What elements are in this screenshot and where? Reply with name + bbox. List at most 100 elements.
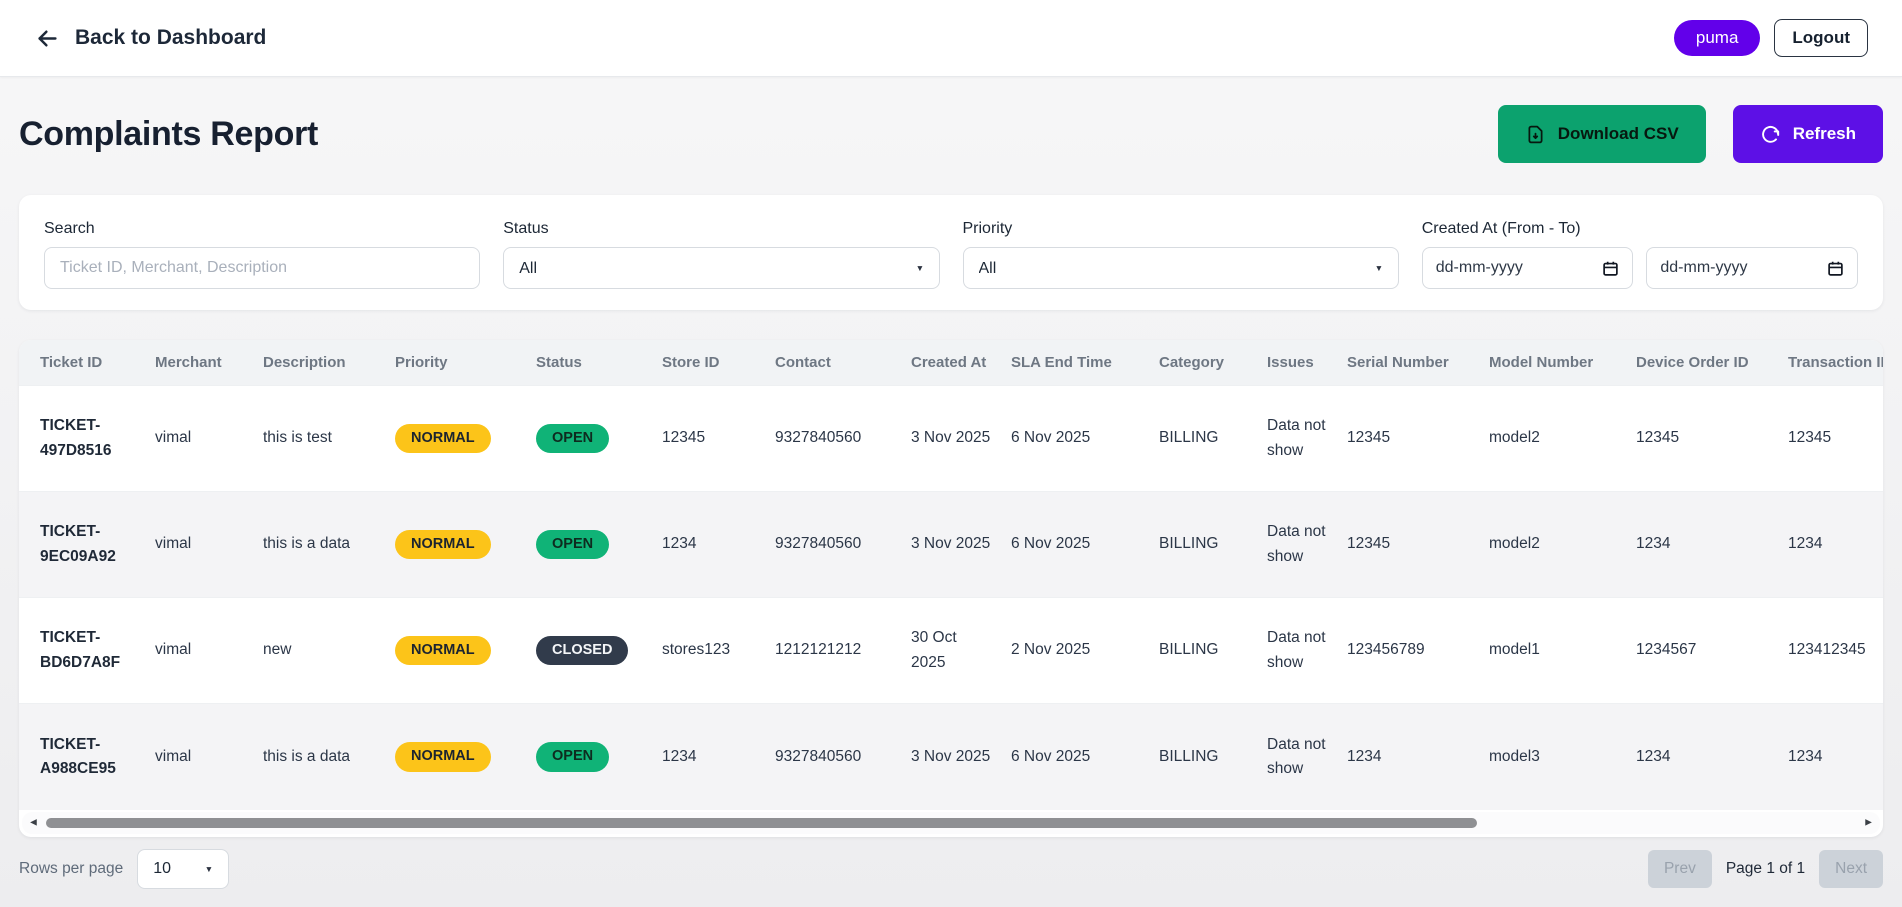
cell-category: BILLING: [1159, 429, 1219, 447]
cell-ticket-id: TICKET-9EC09A92: [40, 523, 116, 565]
cell-description: this is a data: [263, 747, 351, 765]
cell-device-order-id: 1234: [1636, 535, 1671, 553]
cell-description: this is a data: [263, 535, 351, 553]
horizontal-scrollbar[interactable]: ◄ ►: [22, 811, 1880, 834]
filter-status: Status All: [503, 220, 940, 289]
cell-priority: NORMAL: [385, 386, 526, 492]
cell-created-at: 3 Nov 2025: [911, 429, 991, 447]
date-from-input[interactable]: dd-mm-yyyy: [1421, 247, 1634, 289]
status-select[interactable]: All: [503, 247, 940, 289]
status-badge: OPEN: [536, 423, 610, 454]
priority-select-wrap: All: [962, 247, 1399, 289]
cell-transaction-id: 1234: [1788, 747, 1823, 765]
cell-contact: 9327840560: [775, 429, 862, 447]
logout-button[interactable]: Logout: [1774, 19, 1868, 57]
date-to-input[interactable]: dd-mm-yyyy: [1646, 247, 1858, 289]
status-badge: OPEN: [536, 529, 610, 560]
cell-category: BILLING: [1159, 747, 1219, 765]
calendar-icon[interactable]: [1827, 260, 1844, 277]
status-badge: CLOSED: [536, 635, 629, 666]
cell-category: BILLING: [1159, 535, 1219, 553]
column-header: Status: [526, 340, 652, 386]
cell-store-id: 1234: [662, 747, 697, 765]
cell-status: OPEN: [526, 386, 652, 492]
status-label: Status: [503, 220, 549, 237]
column-header: Created At: [901, 340, 1001, 386]
priority-badge: NORMAL: [395, 529, 491, 560]
cell-transaction-id: 1234: [1788, 535, 1823, 553]
column-header: Transaction ID: [1778, 340, 1883, 386]
search-input[interactable]: [44, 247, 481, 289]
rows-per-page-select-wrap: 10: [137, 848, 230, 889]
cell-priority: NORMAL: [385, 704, 526, 810]
cell-serial-number: 12345: [1347, 535, 1391, 553]
filter-priority: Priority All: [962, 220, 1399, 289]
file-download-icon: [1528, 125, 1543, 143]
column-header: Serial Number: [1337, 340, 1479, 386]
cell-merchant: vimal: [155, 641, 192, 659]
priority-badge: NORMAL: [395, 423, 491, 454]
arrow-left-icon: [38, 30, 57, 46]
cell-category: BILLING: [1159, 641, 1219, 659]
cell-serial-number: 123456789: [1347, 641, 1425, 659]
table-footer: Rows per page 10 Prev Page 1 of 1 Next: [19, 848, 1883, 889]
cell-merchant: vimal: [155, 535, 192, 553]
refresh-button[interactable]: Refresh: [1732, 105, 1883, 163]
cell-issues: Data not show: [1267, 523, 1326, 565]
cell-store-id: 12345: [662, 429, 706, 447]
scroll-right-arrow-icon[interactable]: ►: [1863, 816, 1874, 828]
created-at-label: Created At (From - To): [1421, 220, 1581, 237]
calendar-icon[interactable]: [1602, 260, 1619, 277]
cell-created-at: 3 Nov 2025: [911, 535, 991, 553]
back-link-label: Back to Dashboard: [75, 26, 267, 49]
cell-description: this is test: [263, 429, 332, 447]
next-page-button[interactable]: Next: [1819, 849, 1883, 888]
refresh-icon: [1761, 125, 1779, 143]
cell-issues: Data not show: [1267, 417, 1326, 459]
cell-ticket-id: TICKET-A988CE95: [40, 735, 116, 777]
cell-model-number: model2: [1489, 535, 1540, 553]
cell-issues: Data not show: [1267, 735, 1326, 777]
back-to-dashboard-link[interactable]: Back to Dashboard: [34, 25, 266, 52]
prev-page-button[interactable]: Prev: [1647, 849, 1712, 888]
download-csv-button[interactable]: Download CSV: [1497, 105, 1706, 163]
cell-merchant: vimal: [155, 429, 192, 447]
column-header: Priority: [385, 340, 526, 386]
column-header: Category: [1149, 340, 1257, 386]
refresh-label: Refresh: [1792, 124, 1856, 143]
cell-model-number: model3: [1489, 747, 1540, 765]
cell-store-id: stores123: [662, 641, 731, 659]
priority-badge: NORMAL: [395, 741, 491, 772]
filter-search: Search: [44, 220, 481, 289]
cell-contact: 9327840560: [775, 747, 862, 765]
cell-contact: 9327840560: [775, 535, 862, 553]
column-header: Device Order ID: [1626, 340, 1778, 386]
priority-select[interactable]: All: [962, 247, 1399, 289]
table-row: TICKET-A988CE95 vimal this is a data NORMAL…: [19, 703, 1883, 810]
cell-status: CLOSED: [526, 598, 652, 704]
cell-sla-end-time: 2 Nov 2025: [1011, 641, 1091, 659]
table-row: TICKET-497D8516 vimal this is test NORMAL OP…: [19, 385, 1883, 492]
cell-created-at: 30 Oct 2025: [911, 629, 957, 671]
cell-transaction-id: 12345: [1788, 429, 1832, 447]
rows-per-page-select[interactable]: 10: [137, 848, 230, 889]
cell-ticket-id: TICKET-497D8516: [40, 417, 112, 459]
cell-store-id: 1234: [662, 535, 697, 553]
cell-created-at: 3 Nov 2025: [911, 747, 991, 765]
cell-sla-end-time: 6 Nov 2025: [1011, 429, 1091, 447]
download-csv-label: Download CSV: [1557, 124, 1679, 143]
search-label: Search: [44, 220, 95, 237]
filter-created-at: Created At (From - To) dd-mm-yyyy dd-mm-…: [1421, 220, 1858, 289]
cell-model-number: model2: [1489, 429, 1540, 447]
page-title: Complaints Report: [19, 114, 319, 153]
cell-device-order-id: 1234: [1636, 747, 1671, 765]
cell-transaction-id: 123412345: [1788, 641, 1866, 659]
cell-status: OPEN: [526, 704, 652, 810]
complaints-table-card: Ticket ID Merchant Description Priority Stat…: [19, 340, 1883, 837]
scroll-left-arrow-icon[interactable]: ◄: [28, 816, 39, 828]
column-header: Store ID: [652, 340, 765, 386]
cell-priority: NORMAL: [385, 492, 526, 598]
page-info: Page 1 of 1: [1725, 859, 1806, 877]
scrollbar-thumb[interactable]: [46, 817, 1477, 828]
table-row: TICKET-BD6D7A8F vimal new NORMAL CLOSED store…: [19, 597, 1883, 704]
